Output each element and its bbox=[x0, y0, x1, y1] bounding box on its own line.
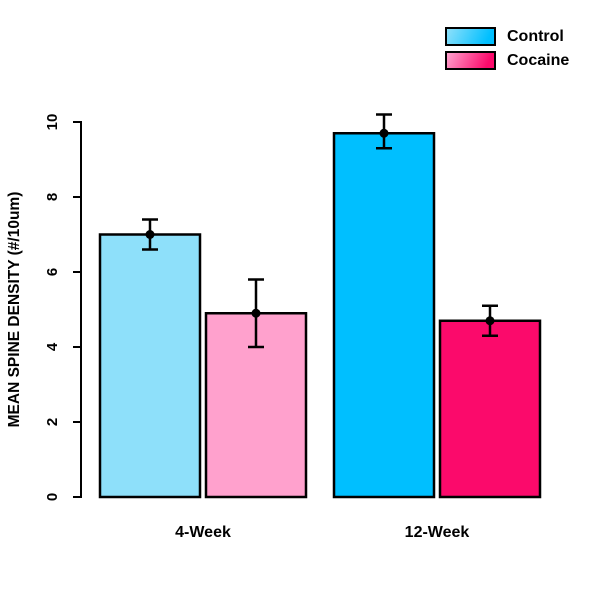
mean-point-4-week-cocaine bbox=[251, 308, 261, 318]
y-axis-title: MEAN SPINE DENSITY (#/10um) bbox=[6, 192, 23, 428]
bar-4-week-control bbox=[98, 233, 202, 499]
y-tick-label: 8 bbox=[44, 193, 61, 201]
legend-swatch-cocaine bbox=[445, 51, 496, 70]
legend-swatch-control bbox=[445, 27, 496, 46]
legend: Control Cocaine bbox=[445, 27, 569, 70]
legend-label-control: Control bbox=[507, 27, 564, 45]
bar-12-week-cocaine bbox=[438, 319, 542, 499]
y-tick-label: 0 bbox=[44, 493, 61, 501]
legend-label-cocaine: Cocaine bbox=[507, 51, 570, 69]
legend-entry-control: Control bbox=[445, 27, 569, 46]
mean-point-12-week-cocaine bbox=[485, 316, 495, 326]
x-category-label-12-week: 12-Week bbox=[405, 524, 470, 541]
y-tick-label: 6 bbox=[44, 268, 61, 276]
y-tick-label: 4 bbox=[44, 342, 61, 351]
mean-point-12-week-control bbox=[379, 128, 389, 138]
mean-point-4-week-control bbox=[145, 230, 155, 239]
bar-12-week-control bbox=[332, 132, 436, 499]
legend-entry-cocaine: Cocaine bbox=[445, 51, 569, 70]
y-tick-label: 2 bbox=[44, 418, 61, 426]
x-category-label-4-week: 4-Week bbox=[175, 524, 231, 541]
y-tick-label: 10 bbox=[44, 114, 61, 131]
